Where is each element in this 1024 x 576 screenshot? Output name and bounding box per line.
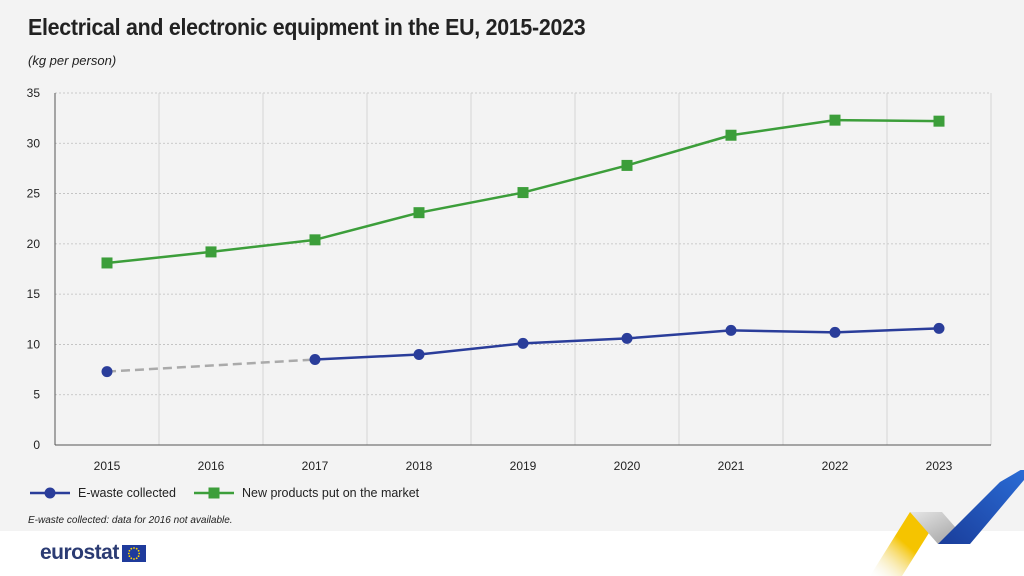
data-point-new-products bbox=[829, 114, 841, 126]
series-line-segment bbox=[521, 337, 629, 345]
data-point-ewaste bbox=[309, 354, 321, 366]
x-tick-label: 2015 bbox=[94, 459, 121, 473]
chart-footnote: E-waste collected: data for 2016 not ava… bbox=[28, 515, 233, 526]
legend-swatch-ewaste bbox=[30, 487, 70, 499]
data-point-ewaste bbox=[933, 322, 945, 334]
x-tick-label: 2017 bbox=[302, 459, 329, 473]
series-line-segment bbox=[833, 327, 941, 334]
legend-swatch-new-products bbox=[193, 487, 234, 499]
data-point-new-products bbox=[205, 246, 217, 258]
data-point-ewaste bbox=[829, 326, 841, 338]
x-tick-label: 2023 bbox=[926, 459, 953, 473]
data-point-new-products bbox=[309, 234, 321, 246]
series-line-segment bbox=[729, 329, 837, 334]
data-point-new-products bbox=[725, 129, 737, 141]
eurostat-logo: eurostat bbox=[40, 541, 146, 565]
data-point-ewaste bbox=[413, 348, 425, 360]
y-tick-label: 25 bbox=[27, 187, 41, 201]
series-line-segment bbox=[625, 329, 733, 340]
y-tick-label: 5 bbox=[33, 388, 40, 402]
series-line-segment bbox=[313, 353, 421, 361]
data-point-ewaste bbox=[621, 332, 633, 344]
series-line-segment bbox=[729, 118, 837, 137]
series-line-segment bbox=[105, 250, 213, 265]
chart-legend: E-waste collected New products put on th… bbox=[28, 485, 435, 501]
footer-band bbox=[0, 531, 1024, 576]
series-gap-bridge bbox=[106, 358, 316, 373]
y-tick-label: 35 bbox=[27, 86, 41, 100]
series-line-segment bbox=[313, 211, 421, 242]
data-point-new-products bbox=[517, 187, 529, 199]
y-tick-label: 10 bbox=[27, 337, 41, 351]
data-point-new-products bbox=[621, 159, 633, 171]
data-point-new-products bbox=[413, 207, 425, 219]
data-point-ewaste bbox=[517, 337, 529, 349]
data-point-ewaste bbox=[101, 366, 113, 378]
legend-item-new-products: New products put on the market bbox=[192, 485, 419, 501]
series-line-segment bbox=[209, 238, 317, 254]
logo-text: eurostat bbox=[40, 541, 119, 564]
series-line-segment bbox=[521, 164, 629, 194]
legend-item-ewaste: E-waste collected bbox=[28, 485, 176, 501]
series-line-segment bbox=[417, 342, 525, 356]
x-tick-label: 2016 bbox=[198, 459, 225, 473]
chart-title: Electrical and electronic equipment in t… bbox=[28, 14, 586, 40]
series-line-segment bbox=[833, 118, 941, 123]
chart-subtitle: (kg per person) bbox=[28, 53, 117, 68]
data-point-ewaste bbox=[725, 324, 737, 336]
x-tick-label: 2019 bbox=[510, 459, 537, 473]
line-chart: 0 5 10 15 20 25 30 35 2015 2016 2017 2018 2019 2020 20… bbox=[27, 86, 992, 473]
series-line-segment bbox=[417, 191, 525, 214]
data-point-new-products bbox=[933, 115, 945, 127]
x-tick-label: 2021 bbox=[718, 459, 745, 473]
series-line-segment bbox=[625, 133, 733, 167]
data-point-new-products bbox=[101, 257, 113, 269]
decorative-chevron-graphic bbox=[870, 470, 1024, 576]
x-tick-label: 2018 bbox=[406, 459, 433, 473]
y-tick-label: 30 bbox=[27, 136, 41, 150]
eu-flag-icon bbox=[121, 544, 146, 562]
x-tick-label: 2022 bbox=[822, 459, 849, 473]
y-tick-label: 15 bbox=[27, 287, 41, 301]
legend-label-new-products: New products put on the market bbox=[241, 486, 420, 500]
x-tick-label: 2020 bbox=[614, 459, 641, 473]
y-tick-label: 20 bbox=[27, 237, 41, 251]
legend-label-ewaste: E-waste collected bbox=[78, 486, 176, 500]
y-tick-label: 0 bbox=[33, 438, 40, 452]
